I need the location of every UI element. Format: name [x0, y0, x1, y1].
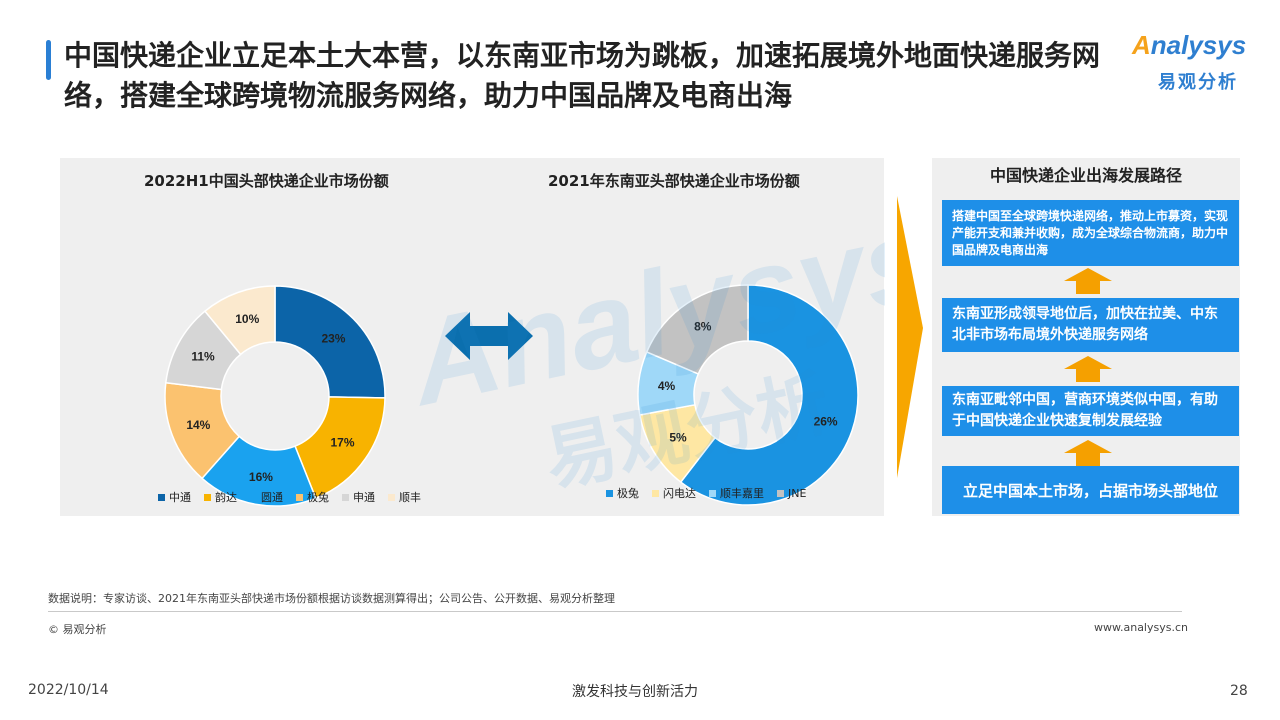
up-arrow-icon	[1064, 440, 1112, 466]
up-arrow-icon	[1064, 356, 1112, 382]
legend-label: 顺丰	[399, 491, 421, 504]
legend-item: 极兔	[606, 485, 639, 501]
slice-label: 4%	[658, 379, 676, 393]
legend-swatch	[388, 493, 395, 501]
path-panel: 中国快递企业出海发展路径 搭建中国至全球跨境快递网络，推动上市募资，实现产能开支…	[932, 158, 1240, 516]
sea-donut-chart: 26% 5% 4% 8%	[637, 284, 859, 506]
legend-label: 闪电达	[663, 487, 696, 500]
slice-label: 14%	[186, 418, 210, 432]
progress-chevron	[897, 196, 923, 478]
path-step-4: 搭建中国至全球跨境快递网络，推动上市募资，实现产能开支和兼并收购，成为全球综合物…	[942, 200, 1239, 266]
legend-item: 极兔	[296, 489, 329, 505]
legend-item: 中通	[158, 489, 191, 505]
website-link[interactable]: www.analysys.cn	[1094, 621, 1188, 634]
logo-chinese: 易观分析	[1158, 72, 1238, 93]
chevron-shape	[897, 196, 923, 478]
legend-item: 闪电达	[652, 485, 696, 501]
legend-label: 申通	[353, 491, 375, 504]
china-chart-legend: 中通 韵达 圆通 极兔 申通 顺丰	[158, 489, 421, 505]
legend-swatch	[204, 493, 211, 501]
slice-label: 17%	[330, 436, 354, 450]
legend-item: 申通	[342, 489, 375, 505]
double-arrow-shape	[445, 312, 533, 360]
slogan: 激发科技与创新活力	[572, 684, 698, 700]
legend-item: 顺丰	[388, 489, 421, 505]
sea-chart-title: 2021年东南亚头部快递企业市场份额	[548, 172, 800, 190]
legend-label: 顺丰嘉里	[720, 487, 764, 500]
legend-item: 韵达	[204, 489, 237, 505]
path-step-2: 东南亚毗邻中国，营商环境类似中国，有助于中国快递企业快速复制发展经验	[942, 386, 1239, 436]
legend-swatch	[652, 489, 659, 497]
legend-label: 韵达	[215, 491, 237, 504]
page-number: 28	[1230, 683, 1248, 699]
legend-swatch	[296, 493, 303, 501]
slice-label: 16%	[249, 470, 273, 484]
donut-slice	[203, 285, 276, 356]
legend-item: JNE	[777, 485, 806, 501]
sea-chart-legend: 极兔 闪电达 顺丰嘉里 JNE	[606, 485, 806, 501]
legend-item: 顺丰嘉里	[709, 485, 764, 501]
legend-swatch	[342, 493, 349, 501]
legend-swatch	[250, 493, 257, 501]
slice-label: 23%	[321, 332, 345, 346]
up-arrow-icon	[1064, 268, 1112, 294]
donut-slice	[274, 285, 386, 399]
china-chart-title: 2022H1中国头部快递企业市场份额	[144, 172, 389, 190]
legend-label: JNE	[788, 486, 807, 500]
logo-wordmark: Analysys	[1132, 30, 1247, 60]
path-step-3: 东南亚形成领导地位后，加快在拉美、中东北非市场布局境外快递服务网络	[942, 298, 1239, 352]
legend-label: 极兔	[307, 491, 329, 504]
slice-label: 26%	[814, 414, 838, 428]
legend-item: 圆通	[250, 489, 283, 505]
legend-swatch	[606, 489, 613, 497]
slice-label: 8%	[694, 320, 712, 334]
donut-slice	[679, 284, 859, 506]
copyright: © 易观分析	[48, 623, 107, 636]
path-step-1: 立足中国本土市场，占据市场头部地位	[942, 466, 1239, 514]
title-accent-bar	[46, 40, 51, 80]
donut-slice	[645, 284, 749, 375]
page-title: 中国快递企业立足本土大本营，以东南亚市场为跳板，加速拓展境外地面快递服务网络，搭…	[64, 39, 1101, 112]
legend-label: 极兔	[617, 487, 639, 500]
legend-swatch	[709, 489, 716, 497]
report-date: 2022/10/14	[28, 682, 109, 698]
path-title: 中国快递企业出海发展路径	[989, 166, 1182, 185]
legend-swatch	[158, 493, 165, 501]
slice-label: 11%	[191, 350, 215, 364]
charts-panel: 2022H1中国头部快递企业市场份额 2021年东南亚头部快递企业市场份额 23…	[60, 158, 884, 516]
china-donut-chart: 23% 17% 16% 14% 11% 10%	[164, 285, 386, 507]
legend-label: 中通	[169, 491, 191, 504]
charts-svg: 23% 17% 16% 14% 11% 10% 26% 5% 4% 8%	[164, 284, 859, 507]
legend-label: 圆通	[261, 491, 283, 504]
data-note: 数据说明：专家访谈、2021年东南亚头部快递市场份额根据访谈数据测算得出；公司公…	[48, 592, 615, 605]
analysys-logo: Analysys 易观分析	[1132, 30, 1262, 94]
slice-label: 10%	[235, 312, 259, 326]
legend-swatch	[777, 489, 784, 497]
slice-label: 5%	[669, 431, 687, 445]
footer-divider	[48, 611, 1182, 612]
double-arrow-icon	[445, 312, 533, 360]
